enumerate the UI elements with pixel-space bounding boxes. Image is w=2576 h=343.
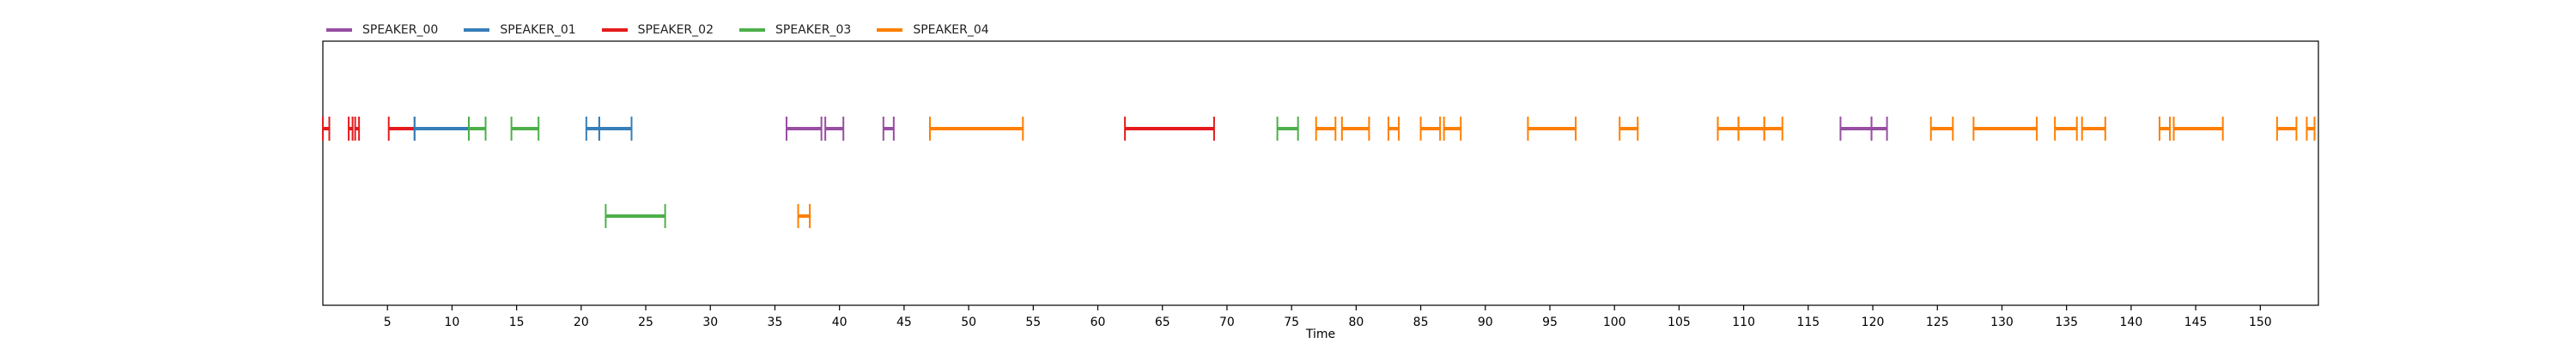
legend-item-speaker-04: SPEAKER_04 <box>877 23 989 37</box>
legend-item-speaker-02: SPEAKER_02 <box>601 23 714 37</box>
segment-17 <box>1315 117 1337 141</box>
segment-20 <box>1419 117 1442 141</box>
segment-12 <box>797 204 811 228</box>
x-tick-label: 70 <box>1219 316 1235 329</box>
segment-25 <box>1737 117 1765 141</box>
legend-swatch <box>464 28 490 32</box>
segment-30 <box>1972 117 2038 141</box>
segment-33 <box>2158 117 2172 141</box>
x-tick-label: 120 <box>1862 316 1885 329</box>
x-tick-label: 145 <box>2184 316 2208 329</box>
x-tick-label: 80 <box>1348 316 1364 329</box>
segment-4 <box>413 117 470 141</box>
x-tick-label: 40 <box>832 316 848 329</box>
segment-15 <box>1124 117 1215 141</box>
segment-29 <box>1929 117 1954 141</box>
x-tick-label: 30 <box>702 316 718 329</box>
segment-32 <box>2081 117 2106 141</box>
x-tick-label: 135 <box>2055 316 2078 329</box>
x-tick-label: 55 <box>1025 316 1041 329</box>
x-tick-label: 150 <box>2249 316 2272 329</box>
x-tick-label: 115 <box>1796 316 1820 329</box>
x-tick-label: 5 <box>384 316 392 329</box>
segment-27 <box>1839 117 1873 141</box>
legend-label: SPEAKER_00 <box>362 23 439 37</box>
legend-swatch <box>738 28 765 32</box>
x-tick-label: 65 <box>1155 316 1170 329</box>
segment-3 <box>387 117 416 141</box>
legend-label: SPEAKER_02 <box>637 23 714 37</box>
x-tick-label: 140 <box>2120 316 2143 329</box>
legend-swatch <box>601 28 628 32</box>
x-tick-label: 85 <box>1413 316 1429 329</box>
segment-0 <box>322 117 331 141</box>
x-tick-label: 90 <box>1478 316 1493 329</box>
segment-9 <box>605 204 666 228</box>
segment-13 <box>882 117 895 141</box>
segment-22 <box>1527 117 1577 141</box>
segment-10 <box>786 117 823 141</box>
legend-item-speaker-00: SPEAKER_00 <box>326 23 438 37</box>
segment-18 <box>1340 117 1370 141</box>
x-tick-label: 95 <box>1542 316 1558 329</box>
segment-26 <box>1763 117 1783 141</box>
segment-36 <box>2306 117 2316 141</box>
segment-19 <box>1387 117 1400 141</box>
segment-5 <box>467 117 487 141</box>
segment-14 <box>928 117 1024 141</box>
x-tick-label: 105 <box>1668 316 1691 329</box>
legend-swatch <box>877 28 903 32</box>
segment-23 <box>1619 117 1639 141</box>
x-tick-label: 50 <box>961 316 976 329</box>
segment-35 <box>2275 117 2298 141</box>
x-tick-label: 20 <box>574 316 589 329</box>
legend-label: SPEAKER_01 <box>500 23 576 37</box>
segment-7 <box>585 117 600 141</box>
segment-34 <box>2172 117 2224 141</box>
segment-24 <box>1716 117 1740 141</box>
chart-legend: SPEAKER_00 SPEAKER_01 SPEAKER_02 SPEAKER_03… <box>326 21 1015 39</box>
x-tick-label: 60 <box>1091 316 1106 329</box>
legend-label: SPEAKER_04 <box>913 23 989 37</box>
segment-28 <box>1870 117 1888 141</box>
x-tick-label: 130 <box>1990 316 2014 329</box>
x-axis-label: Time <box>1305 328 1335 341</box>
segment-16 <box>1276 117 1299 141</box>
segment-1 <box>348 117 354 141</box>
x-tick-label: 25 <box>638 316 653 329</box>
x-tick-label: 100 <box>1603 316 1626 329</box>
x-tick-label: 125 <box>1926 316 1949 329</box>
x-tick-label: 15 <box>509 316 525 329</box>
x-axis-ticks: 5 10 15 20 25 30 35 40 45 50 55 60 65 70 75 80 85 90 95 100… <box>384 305 2272 329</box>
legend-item-speaker-01: SPEAKER_01 <box>464 23 576 37</box>
segment-11 <box>824 117 845 141</box>
legend-label: SPEAKER_03 <box>775 23 852 37</box>
legend-swatch <box>326 28 352 32</box>
segment-21 <box>1443 117 1462 141</box>
segment-2 <box>354 117 361 141</box>
segment-8 <box>598 117 633 141</box>
x-tick-label: 35 <box>768 316 783 329</box>
segment-6 <box>510 117 540 141</box>
segment-31 <box>2054 117 2078 141</box>
x-tick-label: 75 <box>1284 316 1299 329</box>
segments-layer <box>322 117 2316 228</box>
x-tick-label: 110 <box>1732 316 1755 329</box>
x-tick-label: 10 <box>445 316 460 329</box>
x-tick-label: 45 <box>896 316 912 329</box>
legend-item-speaker-03: SPEAKER_03 <box>738 23 852 37</box>
plot-frame <box>322 40 2319 306</box>
